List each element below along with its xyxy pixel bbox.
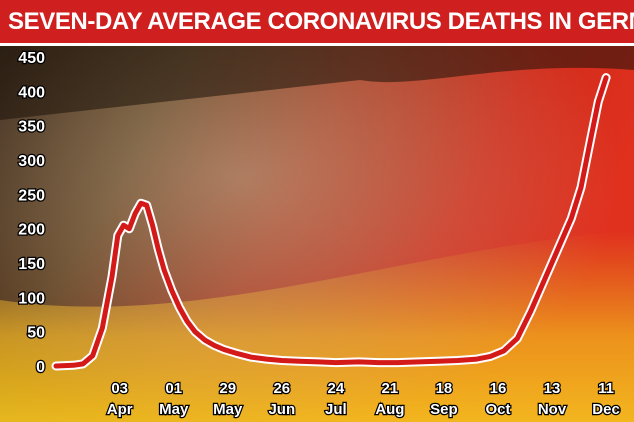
x-tick-month: Oct <box>485 401 510 418</box>
x-tick-month: Jun <box>268 401 295 418</box>
x-tick-day: 24 <box>328 380 345 397</box>
y-tick-label: 350 <box>18 119 45 136</box>
x-tick-day: 29 <box>219 380 236 397</box>
x-tick-month: Jul <box>325 401 347 418</box>
y-axis: 0 50 100 150 200 250 300 350 400 450 <box>17 49 46 378</box>
y-tick-label: 400 <box>18 84 45 101</box>
series-layer <box>51 73 611 371</box>
y-tick-label: 100 <box>18 290 45 307</box>
series-line <box>53 75 609 369</box>
x-tick-day: 18 <box>436 380 453 397</box>
x-tick-month: May <box>213 401 243 418</box>
x-tick-month: May <box>159 401 189 418</box>
x-tick-day: 26 <box>273 380 290 397</box>
x-tick-day: 21 <box>382 380 399 397</box>
y-tick-label: 450 <box>18 50 45 67</box>
x-tick-day: 16 <box>490 380 507 397</box>
x-tick-month: Apr <box>107 401 133 418</box>
y-tick-label: 200 <box>18 222 45 239</box>
x-tick-day: 13 <box>544 380 561 397</box>
chart-title: SEVEN-DAY AVERAGE CORONAVIRUS DEATHS IN … <box>8 8 634 35</box>
x-axis: 03 Apr 01 May 29 May 26 Jun 24 Jul 21 Aug 18 Sep 16 Oct… <box>106 379 622 420</box>
x-tick-month: Dec <box>592 401 620 418</box>
y-tick-label: 0 <box>36 359 45 376</box>
x-tick-day: 03 <box>111 380 128 397</box>
y-tick-label: 150 <box>18 256 45 273</box>
x-tick-month: Nov <box>538 401 567 418</box>
x-tick-day: 01 <box>165 380 182 397</box>
y-tick-label: 50 <box>27 325 45 342</box>
y-tick-label: 250 <box>18 187 45 204</box>
x-tick-day: 11 <box>598 380 614 397</box>
y-tick-label: 300 <box>18 153 45 170</box>
x-tick-month: Sep <box>430 401 458 418</box>
x-tick-month: Aug <box>375 401 404 418</box>
title-bar: SEVEN-DAY AVERAGE CORONAVIRUS DEATHS IN … <box>0 0 634 46</box>
